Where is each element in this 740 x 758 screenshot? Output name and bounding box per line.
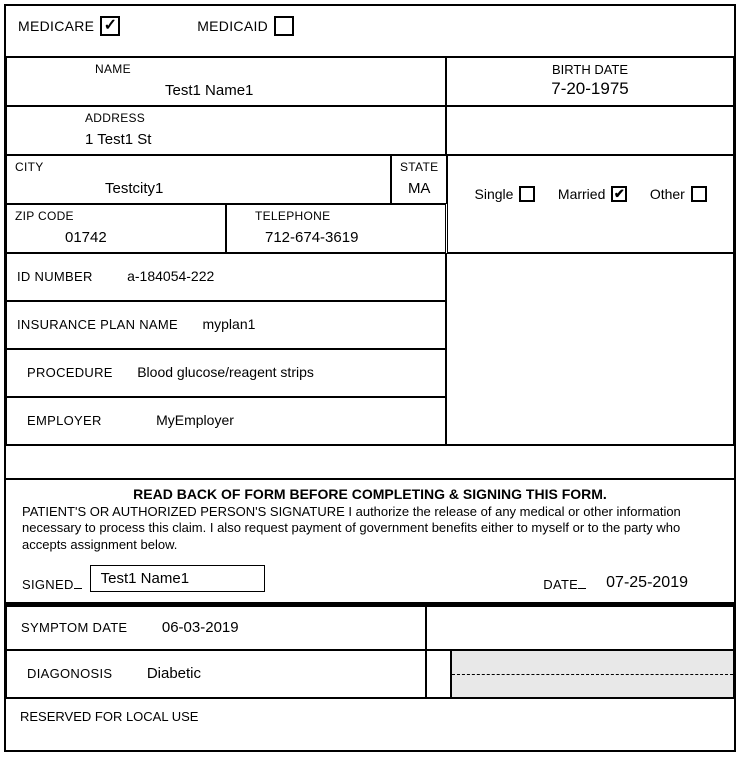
state-value: MA xyxy=(400,174,438,199)
idnum-value: a-184054-222 xyxy=(127,268,214,284)
procedure-value: Blood glucose/reagent strips xyxy=(137,364,314,380)
address-value: 1 Test1 St xyxy=(15,125,437,150)
auth-title: READ BACK OF FORM BEFORE COMPLETING & SI… xyxy=(22,486,718,502)
name-label: NAME xyxy=(15,62,437,76)
marital-cell: Single Married ✔ Other xyxy=(447,155,734,253)
tel-cell: TELEPHONE 712-674-3619 xyxy=(226,204,446,253)
reserved-label: RESERVED FOR LOCAL USE xyxy=(20,709,198,724)
signed-label: SIGNED xyxy=(22,577,74,592)
employer-cell: EMPLOYER MyEmployer xyxy=(6,397,446,445)
diag-small-box xyxy=(426,650,451,698)
medicaid-checkbox[interactable] xyxy=(274,16,294,36)
diag-dashed-line xyxy=(452,674,733,675)
coverage-row: MEDICARE ✓ MEDICAID xyxy=(6,6,734,57)
plan-value: myplan1 xyxy=(202,316,255,332)
symptom-cell: SYMPTOM DATE 06-03-2019 xyxy=(6,606,426,650)
medicaid-label: MEDICAID xyxy=(197,18,268,34)
zip-label: ZIP CODE xyxy=(15,209,217,223)
tel-value: 712-674-3619 xyxy=(235,223,437,248)
spacer-row xyxy=(6,445,734,479)
diag-cell: DIAGONOSIS Diabetic xyxy=(6,650,426,698)
medicare-checkbox[interactable]: ✓ xyxy=(100,16,120,36)
state-cell: STATE MA xyxy=(391,155,447,204)
married-label: Married xyxy=(558,186,605,202)
city-label: CITY xyxy=(15,160,382,174)
auth-block: READ BACK OF FORM BEFORE COMPLETING & SI… xyxy=(6,479,734,603)
birth-label: BIRTH DATE xyxy=(455,62,725,77)
single-checkbox[interactable] xyxy=(519,186,535,202)
medicare-label: MEDICARE xyxy=(18,18,94,34)
name-cell: NAME Test1 Name1 xyxy=(6,57,446,106)
address-cell: ADDRESS 1 Test1 St xyxy=(6,106,446,155)
idnum-label: ID NUMBER xyxy=(17,269,93,284)
plan-cell: INSURANCE PLAN NAME myplan1 xyxy=(6,301,446,349)
employer-value: MyEmployer xyxy=(156,412,234,428)
other-checkbox[interactable] xyxy=(691,186,707,202)
claim-form: MEDICARE ✓ MEDICAID NAME Test1 Name1 BIR… xyxy=(4,4,736,752)
auth-date-label: DATE xyxy=(543,577,578,592)
diag-shaded-box xyxy=(451,650,734,698)
auth-date-value: 07-25-2019 xyxy=(606,574,688,592)
birth-cell: BIRTH DATE 7-20-1975 xyxy=(446,57,734,106)
city-value: Testcity1 xyxy=(15,174,382,199)
symptom-label: SYMPTOM DATE xyxy=(21,620,127,635)
birth-value: 7-20-1975 xyxy=(455,77,725,99)
single-option[interactable]: Single xyxy=(475,186,536,202)
city-cell: CITY Testcity1 xyxy=(6,155,391,204)
auth-body: PATIENT'S OR AUTHORIZED PERSON'S SIGNATU… xyxy=(22,504,718,553)
symptom-right-blank xyxy=(426,606,734,650)
state-label: STATE xyxy=(400,160,438,174)
right-blank-tall xyxy=(446,253,734,445)
signed-value[interactable]: Test1 Name1 xyxy=(90,565,265,592)
plan-label: INSURANCE PLAN NAME xyxy=(17,317,178,332)
married-option[interactable]: Married ✔ xyxy=(558,186,627,202)
zip-cell: ZIP CODE 01742 xyxy=(6,204,226,253)
procedure-cell: PROCEDURE Blood glucose/reagent strips xyxy=(6,349,446,397)
symptom-value: 06-03-2019 xyxy=(162,619,239,636)
other-label: Other xyxy=(650,186,685,202)
diag-value: Diabetic xyxy=(147,665,201,682)
medicare-option[interactable]: MEDICARE ✓ xyxy=(18,16,120,36)
married-checkbox[interactable]: ✔ xyxy=(611,186,627,202)
procedure-label: PROCEDURE xyxy=(17,365,113,380)
name-value: Test1 Name1 xyxy=(15,76,437,101)
diag-label: DIAGONOSIS xyxy=(21,666,112,681)
address-label: ADDRESS xyxy=(15,111,437,125)
other-option[interactable]: Other xyxy=(650,186,707,202)
reserved-cell: RESERVED FOR LOCAL USE xyxy=(6,698,734,750)
idnum-cell: ID NUMBER a-184054-222 xyxy=(6,253,446,301)
employer-label: EMPLOYER xyxy=(17,413,102,428)
zip-value: 01742 xyxy=(15,223,217,248)
single-label: Single xyxy=(475,186,514,202)
address-right-blank xyxy=(446,106,734,155)
medicaid-option[interactable]: MEDICAID xyxy=(197,16,294,36)
tel-label: TELEPHONE xyxy=(235,209,437,223)
